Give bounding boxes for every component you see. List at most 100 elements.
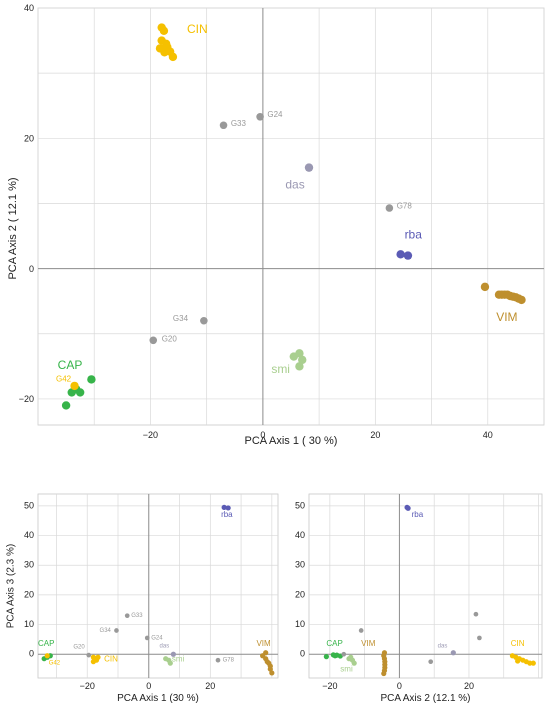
chart-2: −20 0 20 0 10 20 30 40 50 PCA Axis 1 (30 %) PCA Ax… bbox=[6, 493, 279, 704]
y-tick-label: 40 bbox=[24, 530, 34, 540]
y-tick-label: −20 bbox=[19, 394, 34, 404]
plot-frame bbox=[37, 493, 279, 679]
label-g33: G33 bbox=[231, 119, 247, 128]
y-tick-label: 0 bbox=[29, 649, 34, 659]
point-smi bbox=[167, 660, 173, 666]
label-cin: CIN bbox=[187, 22, 208, 36]
chart-1: −20 0 20 40 −20 0 20 40 PCA Axis 1 ( 30 %) PCA Ax… bbox=[7, 3, 545, 447]
y-tick-label: 40 bbox=[24, 3, 34, 13]
point-cin bbox=[95, 654, 101, 660]
point-g bbox=[477, 635, 482, 641]
point-cin bbox=[163, 42, 172, 52]
point-vim bbox=[381, 650, 388, 656]
x-tick-label: −20 bbox=[322, 681, 337, 691]
point-cin bbox=[159, 26, 169, 36]
label-smi: smi bbox=[271, 362, 290, 376]
point-das bbox=[170, 651, 176, 657]
y-tick-label: 50 bbox=[24, 500, 34, 510]
point-smi bbox=[298, 355, 307, 365]
point-g20 bbox=[86, 652, 92, 658]
x-tick-label: −20 bbox=[143, 430, 158, 440]
label-g20: G20 bbox=[162, 335, 178, 344]
point-cap bbox=[75, 388, 85, 397]
label-g78: G78 bbox=[397, 202, 413, 211]
label-rba: rba bbox=[405, 228, 423, 242]
label-rba: rba bbox=[221, 510, 233, 519]
point-cap bbox=[87, 375, 96, 384]
x-axis-title: PCA Axis 1 ( 30 %) bbox=[245, 435, 338, 447]
point-g42 bbox=[70, 381, 79, 391]
x-tick-label: 20 bbox=[464, 681, 474, 691]
label-cin: CIN bbox=[104, 655, 118, 664]
label-cin: CIN bbox=[511, 639, 525, 648]
point-cin bbox=[530, 660, 536, 666]
label-g42: G42 bbox=[49, 661, 61, 667]
label-g24: G24 bbox=[267, 110, 283, 119]
point-g34 bbox=[200, 316, 208, 325]
y-tick-label: 50 bbox=[295, 500, 305, 510]
x-tick-label: 40 bbox=[483, 430, 493, 440]
point-g bbox=[473, 611, 479, 617]
label-g78: G78 bbox=[223, 658, 235, 664]
x-axis-title: PCA Axis 2 (12.1 %) bbox=[380, 693, 470, 704]
plot-frame bbox=[37, 7, 545, 426]
label-g20: G20 bbox=[73, 644, 85, 650]
point-cin bbox=[515, 658, 521, 664]
point-cap bbox=[323, 654, 329, 660]
point-g33 bbox=[124, 613, 130, 619]
point-das bbox=[304, 163, 314, 172]
label-vim: VIM bbox=[256, 639, 271, 648]
y-axis-title: PCA Axis 2 ( 12.1 %) bbox=[7, 177, 19, 279]
point-vim bbox=[269, 670, 275, 676]
point-vim bbox=[381, 670, 387, 677]
x-tick-label: 0 bbox=[260, 430, 265, 440]
label-smi: smi bbox=[172, 655, 185, 664]
point-rba bbox=[405, 505, 411, 511]
point-rba bbox=[225, 505, 231, 511]
label-cap: CAP bbox=[38, 639, 54, 648]
point-rba bbox=[403, 251, 413, 260]
point-g bbox=[358, 628, 364, 633]
y-tick-label: 20 bbox=[24, 133, 34, 143]
label-vim: VIM bbox=[496, 310, 517, 324]
label-das: das bbox=[438, 644, 448, 650]
point-g34 bbox=[114, 628, 119, 633]
y-tick-label: 40 bbox=[295, 530, 305, 540]
y-tick-label: 10 bbox=[295, 619, 305, 629]
point-vim bbox=[517, 295, 526, 305]
y-tick-label: 30 bbox=[24, 560, 34, 570]
point-g24 bbox=[144, 635, 150, 641]
label-cap: CAP bbox=[58, 358, 83, 372]
y-tick-label: 10 bbox=[24, 619, 34, 629]
label-g33: G33 bbox=[131, 613, 143, 619]
label-vim: VIM bbox=[361, 639, 376, 648]
label-g34: G34 bbox=[173, 314, 189, 323]
chart-3: −20 0 20 0 10 20 30 40 50 PCA Axis 2 (12.1 %) rba C… bbox=[295, 493, 543, 704]
x-tick-label: −20 bbox=[80, 681, 95, 691]
point-smi bbox=[295, 349, 304, 358]
plot-frame bbox=[308, 493, 543, 679]
x-tick-label: 20 bbox=[370, 430, 380, 440]
y-tick-label: 30 bbox=[295, 560, 305, 570]
point-g20 bbox=[149, 336, 158, 345]
x-axis-title: PCA Axis 1 (30 %) bbox=[117, 693, 199, 704]
point-vim bbox=[480, 282, 490, 292]
point-cap bbox=[61, 401, 71, 410]
point-rba bbox=[221, 504, 227, 510]
point-g bbox=[428, 659, 434, 665]
label-g34: G34 bbox=[100, 628, 112, 634]
y-axis-title: PCA Axis 3 (2.3 %) bbox=[6, 544, 17, 628]
point-smi bbox=[348, 654, 354, 660]
point-cin bbox=[168, 52, 178, 62]
point-g33 bbox=[219, 121, 228, 130]
label-g24: G24 bbox=[151, 635, 163, 641]
point-vim bbox=[263, 650, 269, 656]
y-tick-label: 20 bbox=[295, 589, 305, 599]
label-g42: G42 bbox=[56, 374, 72, 383]
x-tick-label: 20 bbox=[205, 681, 215, 691]
point-g24 bbox=[256, 113, 264, 121]
point-g42 bbox=[44, 653, 50, 659]
label-rba: rba bbox=[412, 510, 424, 519]
label-smi: smi bbox=[340, 664, 353, 673]
x-tick-label: 0 bbox=[146, 681, 151, 691]
